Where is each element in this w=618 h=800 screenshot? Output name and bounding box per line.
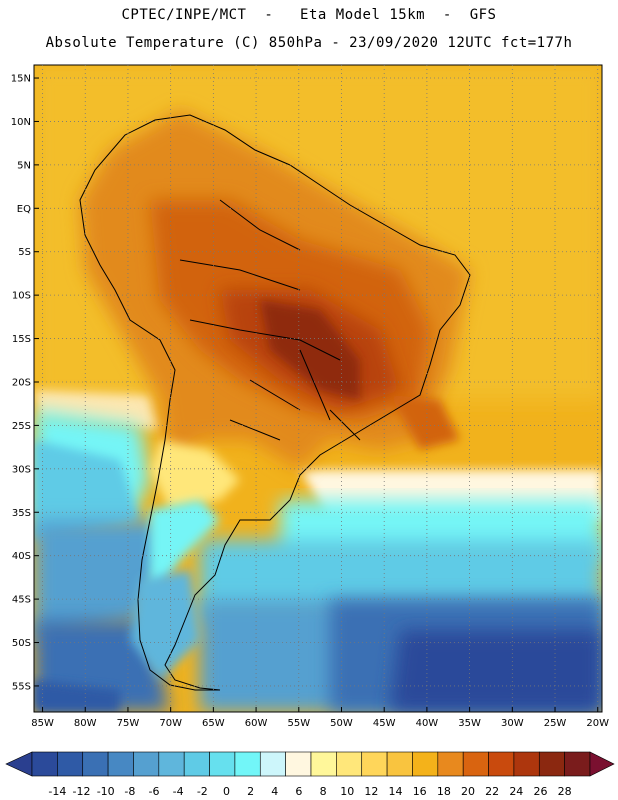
colorbar-label: 28 xyxy=(558,785,572,798)
lat-label: 10S xyxy=(12,291,31,302)
colorbar-swatch xyxy=(234,751,261,777)
lat-label: 55S xyxy=(12,681,31,692)
colorbar-label: 20 xyxy=(461,785,475,798)
colorbar-label: -6 xyxy=(149,785,160,798)
lon-label: 35W xyxy=(458,718,481,729)
lat-label: 15S xyxy=(12,334,31,345)
colorbar-swatch xyxy=(538,751,565,777)
lon-label: 25W xyxy=(544,718,567,729)
lat-label: 40S xyxy=(12,551,31,562)
lat-label: 50S xyxy=(12,638,31,649)
longitude-labels: 85W 80W 75W 70W 65W 60W 55W 50W 45W 40W 35W 30W 25W 2… xyxy=(31,718,609,729)
lon-label: 50W xyxy=(330,718,353,729)
colorbar-label: -10 xyxy=(97,785,115,798)
colorbar-swatch xyxy=(82,751,109,777)
colorbar-label: 26 xyxy=(533,785,547,798)
colorbar-swatch xyxy=(158,751,185,777)
colorbar-label: 12 xyxy=(364,785,378,798)
lat-label: 5N xyxy=(17,160,31,171)
lat-label: 15N xyxy=(11,74,31,85)
colorbar-swatch xyxy=(209,751,236,777)
colorbar-swatch xyxy=(437,751,464,777)
colorbar-label: 22 xyxy=(485,785,499,798)
latitude-labels: 15N 10N 5N EQ 5S 10S 15S 20S 25S 30S 35S 40S 45S 50S 5… xyxy=(11,74,31,693)
colorbar-label: 24 xyxy=(509,785,523,798)
title-line-2: Absolute Temperature (C) 850hPa - 23/09/… xyxy=(45,35,573,51)
colorbar-high-cap xyxy=(589,751,615,777)
lon-label: 30W xyxy=(501,718,524,729)
colorbar-swatch xyxy=(31,751,58,777)
colorbar-swatch xyxy=(107,751,134,777)
colorbar-label: -4 xyxy=(173,785,184,798)
colorbar-swatch xyxy=(285,751,312,777)
temperature-field xyxy=(34,65,602,712)
lon-label: 75W xyxy=(117,718,140,729)
colorbar-label: -14 xyxy=(48,785,66,798)
graticule xyxy=(34,65,602,712)
lon-label: 80W xyxy=(74,718,97,729)
lon-label: 85W xyxy=(31,718,54,729)
lat-label: 35S xyxy=(12,508,31,519)
colorbar-label: 6 xyxy=(295,785,302,798)
colorbar-swatch xyxy=(310,751,337,777)
lon-label: 60W xyxy=(245,718,268,729)
colorbar-label: -8 xyxy=(124,785,135,798)
lon-label: 55W xyxy=(287,718,310,729)
colorbar-label: 4 xyxy=(271,785,278,798)
colorbar-swatch xyxy=(412,751,439,777)
lon-label: 45W xyxy=(373,718,396,729)
colorbar-label: -2 xyxy=(197,785,208,798)
colorbar-swatch xyxy=(336,751,363,777)
colorbar-swatch xyxy=(564,751,591,777)
lat-label: 20S xyxy=(12,377,31,388)
colorbar: -14 -12 -10 -8 -6 -4 -2 0 2 4 6 8 10 12 14 16 18 20 22 24 26… xyxy=(5,751,615,798)
lat-label: 25S xyxy=(12,421,31,432)
colorbar-label: 16 xyxy=(413,785,427,798)
lon-label: 65W xyxy=(202,718,225,729)
lon-label: 20W xyxy=(586,718,609,729)
colorbar-swatch xyxy=(462,751,489,777)
colorbar-label: 0 xyxy=(223,785,230,798)
lon-label: 40W xyxy=(416,718,439,729)
lat-label: 5S xyxy=(18,247,31,258)
lon-label: 70W xyxy=(159,718,182,729)
colorbar-label: -12 xyxy=(73,785,91,798)
colorbar-swatch xyxy=(183,751,210,777)
lat-label: 30S xyxy=(12,464,31,475)
colorbar-label: 10 xyxy=(340,785,354,798)
colorbar-label: 8 xyxy=(320,785,327,798)
colorbar-swatch xyxy=(513,751,540,777)
lat-label: EQ xyxy=(17,204,31,215)
map-frame xyxy=(33,64,603,713)
colorbar-swatch xyxy=(361,751,388,777)
colorbar-swatch xyxy=(57,751,84,777)
coastline xyxy=(79,114,471,691)
colorbar-label: 18 xyxy=(437,785,451,798)
colorbar-swatch xyxy=(133,751,160,777)
colorbar-swatch xyxy=(259,751,286,777)
colorbar-low-cap xyxy=(5,751,33,777)
lat-label: 10N xyxy=(11,117,31,128)
colorbar-label: 14 xyxy=(389,785,403,798)
colorbar-label: 2 xyxy=(247,785,254,798)
colorbar-swatch xyxy=(488,751,515,777)
title-line-1: CPTEC/INPE/MCT - Eta Model 15km - GFS xyxy=(121,7,497,23)
lat-label: 45S xyxy=(12,595,31,606)
colorbar-swatch xyxy=(386,751,413,777)
